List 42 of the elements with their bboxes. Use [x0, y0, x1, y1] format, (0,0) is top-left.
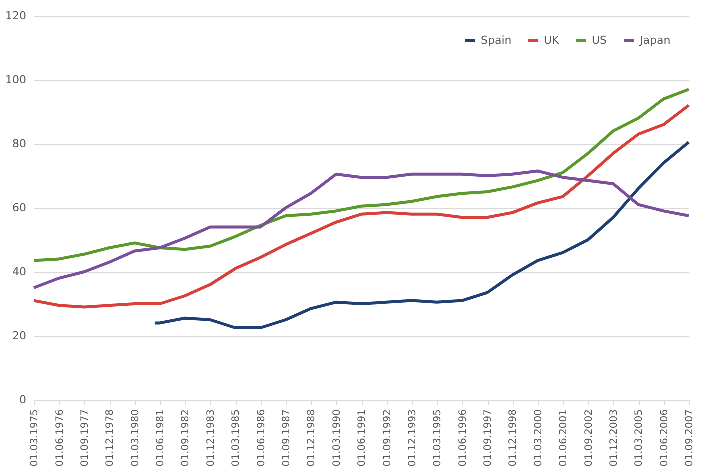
x-tick-label: 01.03.1980 [130, 410, 142, 467]
x-tick-label: 01.09.1997 [483, 410, 494, 467]
x-tick-label: 01.06.1996 [458, 410, 469, 467]
line-series [32, 104, 690, 309]
legend-label: UK [544, 34, 560, 47]
x-tick-label: 01.09.1982 [180, 410, 192, 467]
x-tick-label: 01.03.2000 [533, 410, 544, 467]
legend-label: Japan [639, 34, 671, 47]
y-tick-label: 40 [12, 266, 26, 278]
x-tick-label: 01.03.1975 [30, 410, 40, 467]
x-tick-label: 01.06.1986 [256, 410, 268, 467]
x-tick-label: 01.09.1987 [281, 410, 292, 467]
y-tick-label: 80 [12, 138, 26, 150]
x-tick-label: 01.12.2003 [608, 410, 620, 467]
x-tick-label: 01.06.2001 [558, 410, 570, 467]
x-tick-label: 01.06.1991 [357, 410, 368, 467]
x-tick-label: 01.03.1995 [432, 410, 444, 467]
x-tick-label: 01.09.1992 [382, 410, 394, 467]
x-tick-label: 01.03.1985 [231, 410, 242, 467]
x-tick-label: 01.12.1988 [306, 410, 318, 467]
x-tick-label: 01.03.2005 [634, 410, 646, 467]
line-series [32, 170, 690, 290]
y-tick-label: 0 [20, 394, 26, 406]
x-tick-label: 01.09.1977 [80, 410, 91, 467]
legend-label: Spain [481, 34, 512, 47]
x-tick-label: 01.06.1981 [156, 410, 167, 467]
y-tick-label: 100 [6, 74, 26, 86]
x-tick-label: 01.09.2007 [684, 410, 696, 467]
x-tick-label: 01.12.1993 [407, 410, 418, 467]
x-tick-label: 01.06.2006 [659, 410, 670, 467]
line-series [32, 88, 690, 262]
x-tick-label: 01.12.1998 [508, 410, 520, 467]
y-tick-label: 60 [12, 202, 26, 214]
x-tick-label: 01.09.2002 [584, 410, 595, 467]
x-tick-label: 01.03.1990 [332, 410, 343, 467]
y-tick-label: 20 [12, 330, 26, 342]
x-tick-label: 01.12.1983 [206, 410, 217, 467]
line-series [153, 140, 690, 330]
x-tick-label: 01.06.1976 [54, 410, 66, 467]
y-tick-label: 120 [6, 10, 26, 22]
x-tick-label: 01.12.1978 [105, 410, 116, 467]
legend-label: US [592, 34, 608, 47]
